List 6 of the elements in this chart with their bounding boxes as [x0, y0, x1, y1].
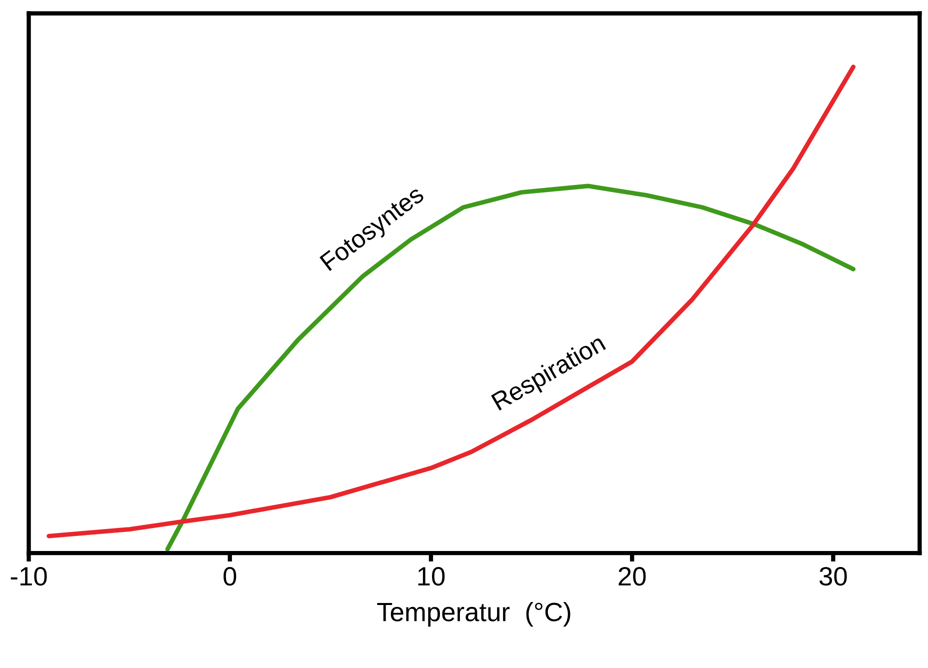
x-tick-label: 10	[418, 566, 445, 586]
x-tick-label: 0	[224, 566, 236, 586]
x-tick-label: -10	[10, 566, 47, 586]
x-tick-label: 20	[618, 566, 646, 586]
x-axis-title: Temperatur (°C)	[377, 602, 570, 627]
x-tick-label: 30	[820, 566, 847, 586]
